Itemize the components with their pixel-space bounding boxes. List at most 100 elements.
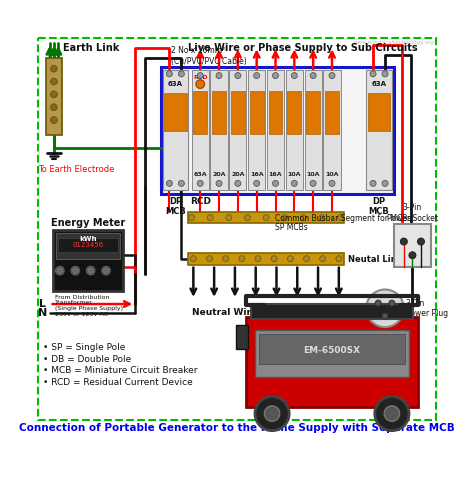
Circle shape	[216, 73, 222, 78]
Circle shape	[418, 238, 424, 245]
Text: Neutal Link: Neutal Link	[348, 255, 402, 264]
Text: • MCB = Miniature Circuit Breaker: • MCB = Miniature Circuit Breaker	[43, 367, 197, 376]
Bar	[248, 70, 265, 190]
Circle shape	[189, 215, 195, 221]
Circle shape	[88, 268, 93, 273]
Text: SP MCBs: SP MCBs	[274, 223, 308, 232]
Circle shape	[336, 256, 342, 261]
Circle shape	[273, 180, 279, 186]
Circle shape	[245, 215, 250, 221]
Circle shape	[178, 180, 184, 186]
Bar	[46, 58, 62, 135]
Circle shape	[303, 256, 310, 261]
Text: RCD: RCD	[193, 75, 208, 80]
Bar	[250, 91, 264, 134]
Circle shape	[271, 256, 277, 261]
Circle shape	[329, 73, 335, 78]
Bar	[191, 70, 209, 190]
Bar	[269, 91, 283, 134]
Bar	[161, 67, 393, 194]
Circle shape	[370, 180, 376, 186]
Text: 16A: 16A	[269, 173, 283, 177]
Bar	[255, 330, 409, 377]
Text: 10A: 10A	[306, 173, 320, 177]
Circle shape	[196, 80, 204, 88]
Bar	[366, 70, 392, 190]
Bar	[164, 93, 186, 131]
Circle shape	[255, 396, 289, 431]
Text: 10A: 10A	[288, 173, 301, 177]
Text: 3-Pin
Power Plug: 3-Pin Power Plug	[406, 299, 448, 318]
Circle shape	[191, 256, 196, 261]
Text: Earth Link: Earth Link	[64, 43, 119, 53]
Bar	[286, 70, 303, 190]
Circle shape	[310, 73, 316, 78]
Bar	[229, 70, 246, 190]
Text: EM-6500SX: EM-6500SX	[303, 346, 361, 355]
Circle shape	[384, 406, 400, 421]
Circle shape	[292, 73, 297, 78]
Circle shape	[239, 256, 245, 261]
Text: Live Wire or Phase Supply to Sub Circuits: Live Wire or Phase Supply to Sub Circuit…	[188, 43, 418, 53]
Text: 63A: 63A	[193, 173, 207, 177]
Text: Connection of Portable Generator to the Home Supply with Separate MCB: Connection of Portable Generator to the …	[19, 423, 455, 433]
Circle shape	[254, 73, 260, 78]
Text: 20A: 20A	[231, 173, 245, 177]
Text: 10A: 10A	[325, 173, 339, 177]
Bar	[306, 91, 320, 134]
Circle shape	[86, 266, 95, 275]
Text: RCD: RCD	[190, 197, 211, 206]
Bar	[212, 91, 226, 134]
Text: L: L	[39, 299, 46, 309]
Bar	[368, 93, 390, 131]
Circle shape	[50, 78, 57, 85]
Circle shape	[287, 256, 293, 261]
Circle shape	[310, 180, 316, 186]
Circle shape	[264, 406, 280, 421]
Bar	[56, 233, 120, 259]
Circle shape	[207, 256, 212, 261]
Circle shape	[55, 266, 64, 275]
Text: www.electricaltechnology.org: www.electricaltechnology.org	[354, 40, 435, 44]
Text: DP
MCB: DP MCB	[165, 197, 186, 217]
Text: Neutral Wire for Sub Circuits: Neutral Wire for Sub Circuits	[192, 308, 340, 317]
Bar	[53, 229, 123, 291]
Bar	[246, 317, 418, 407]
Bar	[267, 70, 284, 190]
Bar	[323, 70, 340, 190]
Bar	[259, 334, 405, 364]
Bar	[188, 253, 344, 265]
Bar	[393, 225, 431, 267]
Bar	[305, 70, 322, 190]
Text: From Distribution
Transformer
(Single Phase Supply)
230V or 120V AC: From Distribution Transformer (Single Ph…	[55, 294, 123, 317]
Circle shape	[389, 300, 395, 306]
Circle shape	[409, 252, 416, 259]
Circle shape	[301, 215, 306, 221]
Bar	[210, 70, 228, 190]
Circle shape	[255, 256, 261, 261]
Circle shape	[337, 215, 344, 221]
Text: • SP = Single Pole: • SP = Single Pole	[43, 343, 125, 351]
Circle shape	[102, 266, 110, 275]
Text: Common Busbar Segment for MCBs: Common Busbar Segment for MCBs	[274, 214, 411, 223]
Circle shape	[382, 180, 388, 186]
Circle shape	[71, 266, 80, 275]
Circle shape	[366, 290, 404, 327]
Text: 20A: 20A	[212, 173, 226, 177]
Circle shape	[166, 180, 173, 186]
Bar	[58, 238, 118, 252]
Text: DP
MCB: DP MCB	[369, 197, 390, 217]
Circle shape	[50, 117, 57, 123]
Text: 63A: 63A	[168, 81, 183, 87]
Circle shape	[73, 268, 78, 273]
Text: 16A: 16A	[250, 173, 264, 177]
Circle shape	[57, 268, 63, 273]
Circle shape	[370, 71, 376, 77]
Bar	[325, 91, 339, 134]
Circle shape	[103, 268, 109, 273]
Bar	[188, 213, 344, 223]
Text: • DB = Double Pole: • DB = Double Pole	[43, 355, 131, 363]
Bar	[193, 91, 207, 134]
Circle shape	[401, 238, 407, 245]
Circle shape	[197, 73, 203, 78]
